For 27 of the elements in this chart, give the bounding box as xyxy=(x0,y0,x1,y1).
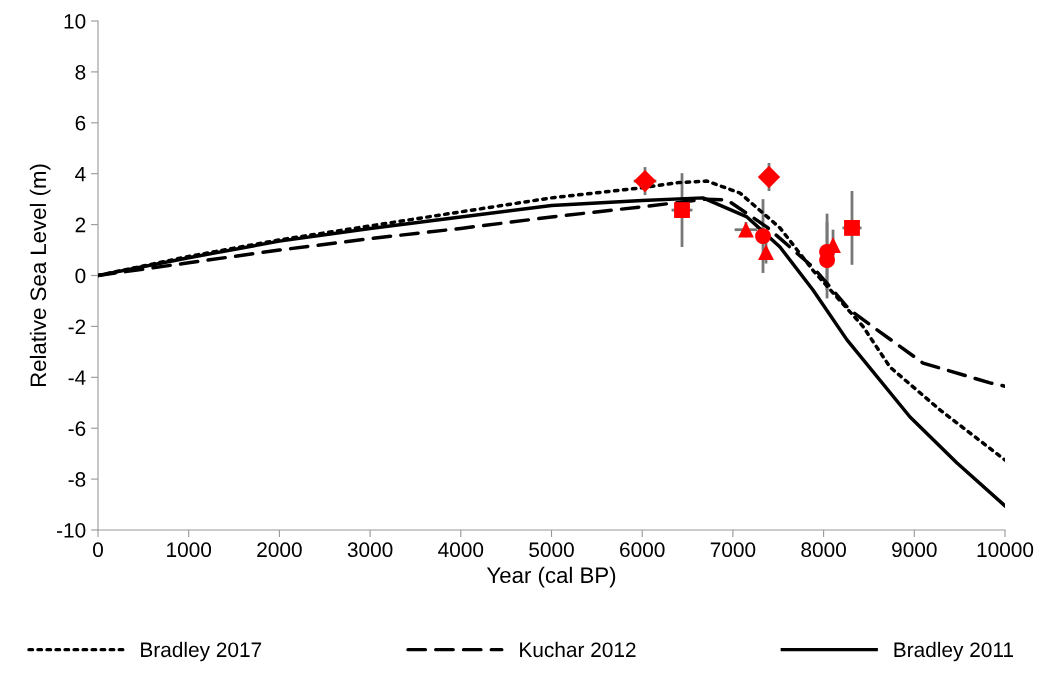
x-tick-label: 4000 xyxy=(438,542,484,558)
y-tick-label: 4 xyxy=(75,166,86,182)
y-tick-label: -6 xyxy=(68,421,86,436)
x-tick-label: 3000 xyxy=(347,542,393,558)
x-tick-label: 0 xyxy=(93,542,103,558)
y-tick-label: 8 xyxy=(75,64,86,80)
x-axis-title: Year (cal BP) xyxy=(486,566,616,588)
x-tick-label: 1000 xyxy=(167,542,212,558)
y-tick-label: -2 xyxy=(68,319,86,334)
y-tick-label: -4 xyxy=(68,370,86,385)
legend-label: Kuchar 2012 xyxy=(520,641,636,658)
x-tick-label: 2000 xyxy=(257,542,302,558)
y-tick-label: -10 xyxy=(57,523,86,538)
x-tick-label: 7000 xyxy=(710,542,756,558)
y-tick-label: -8 xyxy=(68,472,86,487)
x-tick-label: 10000 xyxy=(977,542,1034,558)
x-tick-label: 6000 xyxy=(620,542,665,558)
legend-label: Bradley 2017 xyxy=(141,641,262,662)
x-tick-label: 5000 xyxy=(529,542,574,558)
x-tick-label: 8000 xyxy=(801,542,846,558)
y-tick-label: 2 xyxy=(75,217,86,233)
y-tick-label: 6 xyxy=(75,115,86,131)
y-axis-title: Relative Sea Level (m) xyxy=(29,164,51,387)
y-tick-label: 10 xyxy=(64,14,86,29)
legend-label: Bradley 2011 xyxy=(894,641,1014,662)
y-tick-label: 0 xyxy=(75,268,86,284)
x-tick-label: 9000 xyxy=(892,542,937,558)
